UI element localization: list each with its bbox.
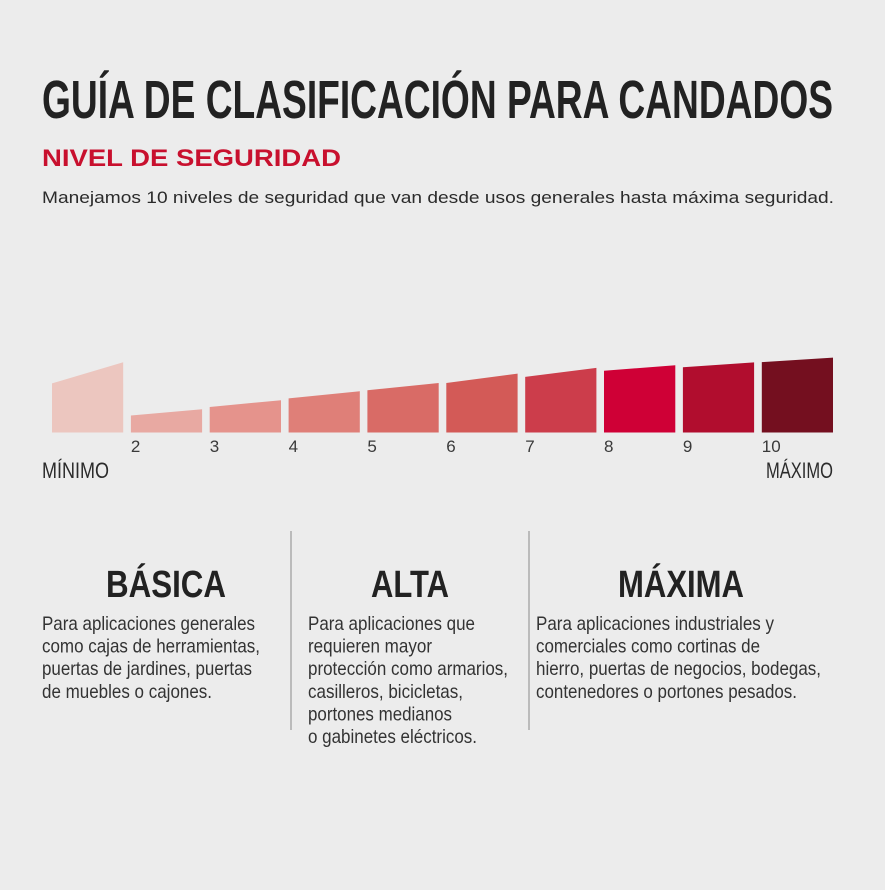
svg-text:MÍNIMO: MÍNIMO <box>42 458 109 483</box>
svg-text:6: 6 <box>446 437 455 456</box>
svg-text:MÁXIMA: MÁXIMA <box>618 562 744 606</box>
svg-text:10: 10 <box>762 437 781 456</box>
svg-text:portones medianos: portones medianos <box>308 703 452 725</box>
svg-text:como cajas de herramientas,: como cajas de herramientas, <box>42 636 260 658</box>
svg-text:5: 5 <box>367 437 376 456</box>
svg-text:BÁSICA: BÁSICA <box>106 562 226 606</box>
svg-text:GUÍA DE CLASIFICACIÓN PARA CAN: GUÍA DE CLASIFICACIÓN PARA CANDADOS <box>42 70 833 130</box>
svg-text:requieren mayor: requieren mayor <box>308 636 432 658</box>
svg-text:MÁXIMO: MÁXIMO <box>766 458 833 483</box>
svg-text:casilleros, bicicletas,: casilleros, bicicletas, <box>308 681 463 703</box>
svg-text:3: 3 <box>210 437 219 456</box>
svg-text:7: 7 <box>525 437 534 456</box>
svg-text:Para aplicaciones industriales: Para aplicaciones industriales y <box>536 613 774 635</box>
svg-text:9: 9 <box>683 437 692 456</box>
svg-text:4: 4 <box>289 437 298 456</box>
svg-text:Para aplicaciones generales: Para aplicaciones generales <box>42 613 255 635</box>
svg-text:de muebles o cajones.: de muebles o cajones. <box>42 681 212 703</box>
svg-text:8: 8 <box>604 437 613 456</box>
svg-text:contenedores o portones pesado: contenedores o portones pesados. <box>536 681 797 703</box>
svg-text:2: 2 <box>131 437 140 456</box>
svg-text:ALTA: ALTA <box>371 564 449 606</box>
svg-text:Manejamos 10 niveles de seguri: Manejamos 10 niveles de seguridad que va… <box>42 188 834 207</box>
svg-text:o gabinetes eléctricos.: o gabinetes eléctricos. <box>308 726 477 748</box>
svg-text:Para aplicaciones que: Para aplicaciones que <box>308 613 475 635</box>
svg-text:puertas de jardines, puertas: puertas de jardines, puertas <box>42 658 252 680</box>
svg-text:protección como armarios,: protección como armarios, <box>308 658 508 680</box>
svg-text:NIVEL DE SEGURIDAD: NIVEL DE SEGURIDAD <box>42 145 341 172</box>
svg-text:comerciales como cortinas de: comerciales como cortinas de <box>536 636 760 658</box>
svg-text:hierro, puertas de negocios, b: hierro, puertas de negocios, bodegas, <box>536 658 821 680</box>
